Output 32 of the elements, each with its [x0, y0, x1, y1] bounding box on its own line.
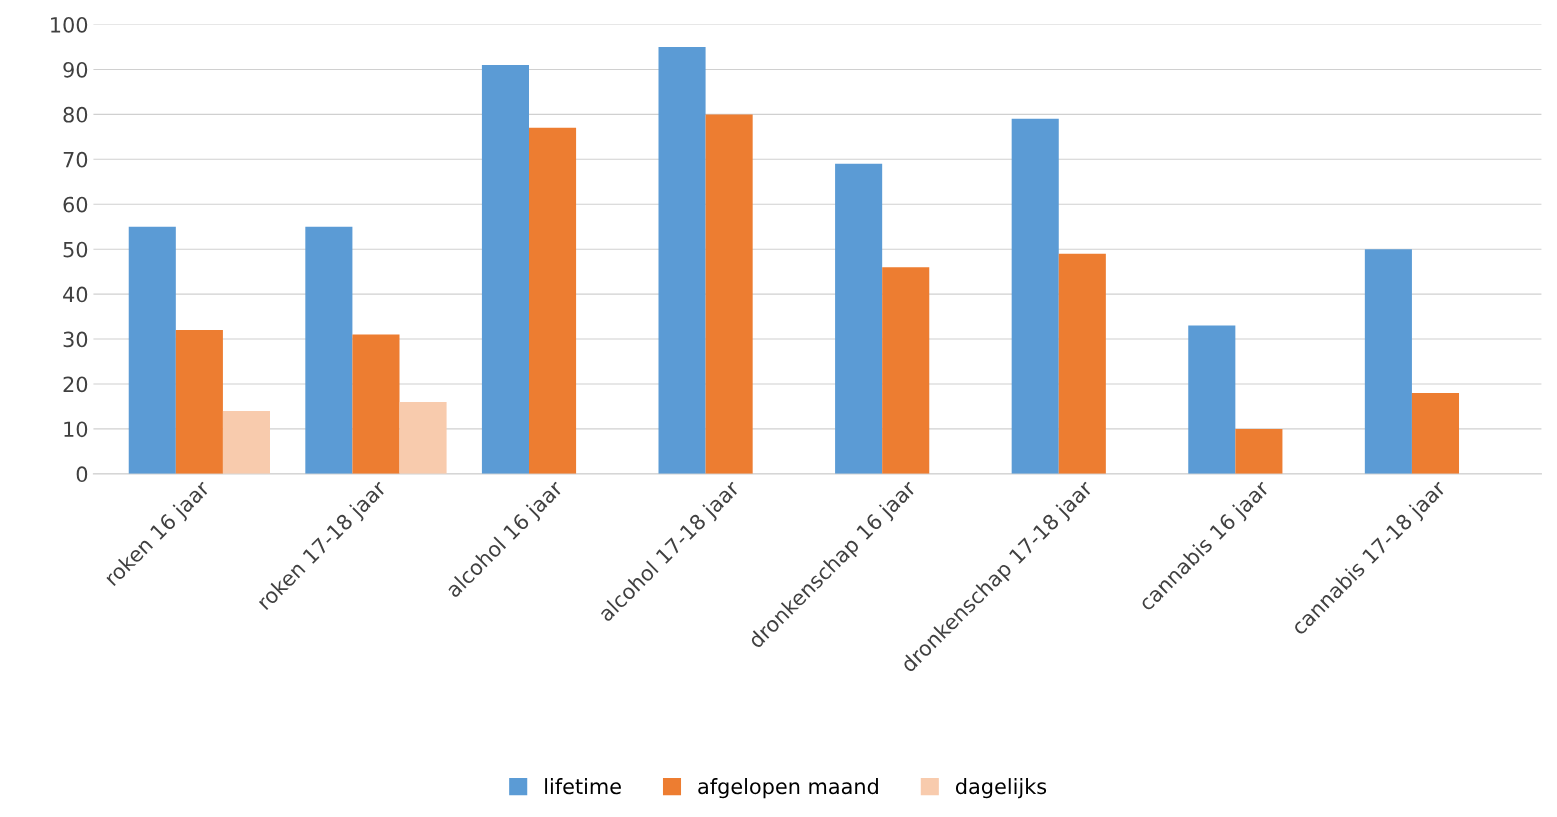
y-tick-label: 100	[51, 16, 88, 33]
bar	[1188, 325, 1236, 474]
bar	[305, 226, 353, 474]
y-tick-label: 60	[63, 196, 88, 213]
bar	[1235, 428, 1283, 474]
bar	[1411, 392, 1460, 474]
bar	[481, 64, 529, 474]
bar	[1011, 118, 1059, 474]
bar	[352, 334, 400, 474]
y-tick-label: 70	[63, 151, 88, 168]
bar	[835, 163, 883, 474]
bar	[128, 226, 176, 474]
bar	[1364, 249, 1412, 474]
y-tick-label: 30	[63, 331, 88, 348]
bar	[529, 127, 577, 474]
y-tick-label: 50	[63, 241, 88, 258]
bar	[399, 401, 447, 474]
legend-label: dagelijks	[955, 778, 1047, 799]
y-tick-label: 0	[76, 466, 88, 483]
bar	[882, 267, 930, 474]
y-tick-label: 80	[63, 106, 88, 123]
y-tick-label: 90	[63, 61, 88, 78]
bar	[658, 46, 706, 474]
bar	[1058, 253, 1106, 474]
bar	[705, 114, 753, 474]
legend-label: afgelopen maand	[698, 778, 878, 799]
bar	[175, 330, 223, 474]
y-tick-label: 40	[63, 286, 88, 303]
bar	[222, 410, 271, 474]
legend-label: lifetime	[545, 778, 621, 795]
y-tick-label: 20	[63, 376, 88, 393]
y-tick-label: 10	[64, 421, 88, 438]
